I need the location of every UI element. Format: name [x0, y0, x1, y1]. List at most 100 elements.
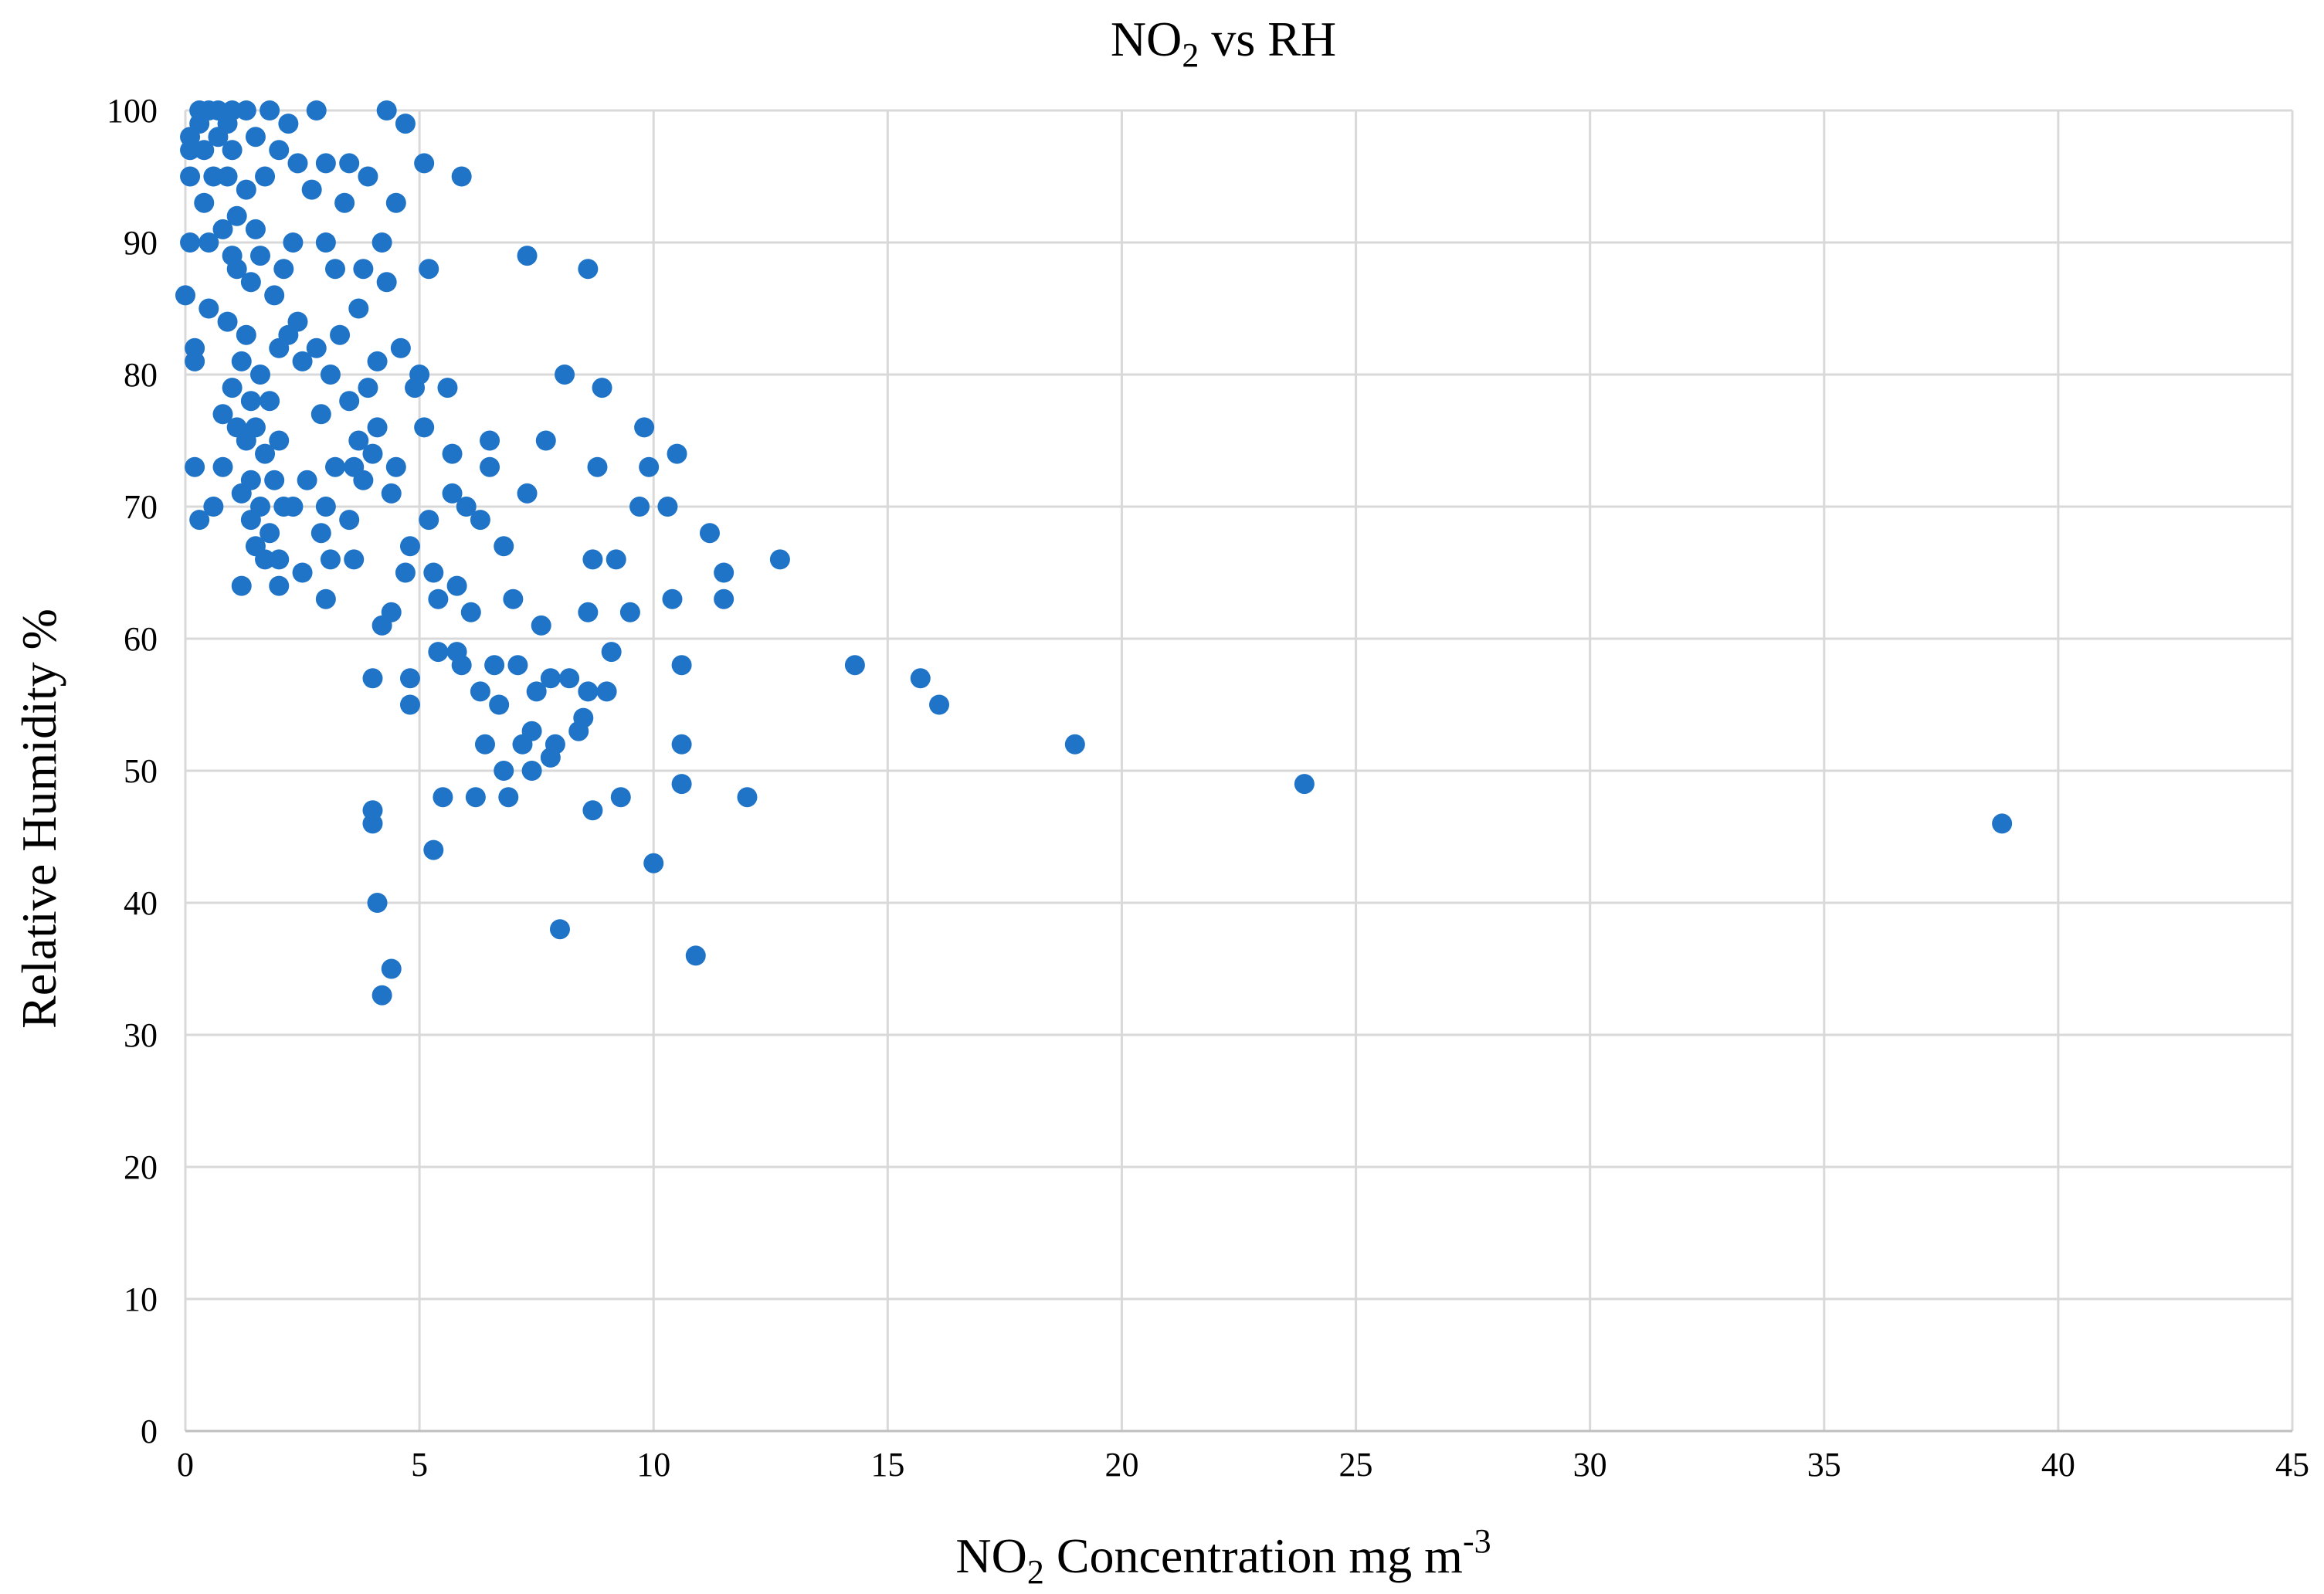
- x-tick-label-4: 20: [1104, 1446, 1138, 1484]
- data-point-135: [437, 378, 458, 398]
- data-point-152: [494, 761, 514, 781]
- data-point-102: [362, 813, 383, 834]
- data-point-130: [423, 839, 444, 860]
- data-point-206: [1992, 813, 2013, 834]
- data-point-182: [606, 549, 626, 570]
- data-point-29: [222, 140, 243, 161]
- x-tick-labels: 0 5 10 15 20 25 30 35 40 45: [177, 1446, 2309, 1484]
- y-tick-label-2: 20: [124, 1148, 158, 1186]
- data-point-42: [240, 391, 261, 412]
- y-tick-label-4: 40: [124, 884, 158, 922]
- data-point-10: [189, 510, 210, 531]
- y-tick-label-6: 60: [124, 620, 158, 658]
- data-point-97: [353, 470, 374, 490]
- data-point-96: [348, 298, 369, 319]
- data-point-41: [240, 470, 261, 490]
- y-tick-labels: 0 10 20 30 40 50 60 70 80 90 100: [107, 92, 158, 1450]
- data-point-189: [657, 497, 678, 517]
- data-point-59: [269, 575, 290, 596]
- data-point-204: [1064, 734, 1085, 755]
- data-point-37: [236, 324, 256, 345]
- x-tick-label-5: 25: [1339, 1446, 1373, 1484]
- y-tick-label-8: 80: [124, 356, 158, 394]
- data-point-52: [255, 443, 276, 464]
- data-point-87: [324, 259, 345, 280]
- data-point-197: [714, 562, 735, 583]
- data-point-76: [306, 337, 327, 358]
- data-point-93: [344, 549, 365, 570]
- data-point-26: [222, 378, 243, 398]
- data-point-115: [381, 483, 402, 504]
- data-point-142: [456, 497, 477, 517]
- data-point-205: [1294, 774, 1315, 795]
- data-point-31: [226, 259, 247, 280]
- data-point-158: [517, 483, 538, 504]
- data-point-118: [390, 337, 411, 358]
- data-point-113: [381, 958, 402, 979]
- data-point-126: [414, 153, 435, 174]
- x-tick-label-6: 30: [1573, 1446, 1607, 1484]
- data-point-70: [287, 311, 308, 332]
- data-point-45: [245, 417, 266, 438]
- data-point-77: [306, 100, 327, 120]
- data-point-125: [409, 365, 430, 385]
- data-point-164: [535, 430, 556, 451]
- data-point-161: [521, 721, 542, 741]
- data-point-153: [494, 536, 514, 557]
- x-tick-label-2: 10: [636, 1446, 670, 1484]
- data-point-111: [376, 272, 397, 293]
- data-point-127: [414, 417, 435, 438]
- data-point-160: [521, 761, 542, 781]
- data-point-6: [185, 351, 205, 371]
- data-point-54: [260, 523, 280, 544]
- data-point-149: [480, 430, 500, 451]
- x-tick-label-0: 0: [177, 1446, 194, 1484]
- data-point-196: [699, 523, 720, 544]
- data-point-25: [217, 166, 238, 187]
- data-point-82: [315, 232, 336, 253]
- data-point-83: [315, 153, 336, 174]
- data-point-47: [245, 127, 266, 148]
- data-point-79: [310, 404, 331, 425]
- data-point-73: [292, 351, 313, 371]
- data-point-63: [269, 140, 290, 161]
- data-point-0: [175, 285, 195, 306]
- data-point-28: [222, 100, 243, 120]
- data-point-168: [549, 919, 570, 940]
- data-point-58: [264, 285, 285, 306]
- data-point-107: [367, 351, 388, 371]
- data-point-175: [578, 259, 599, 280]
- data-point-15: [198, 232, 219, 253]
- data-point-140: [451, 655, 472, 676]
- data-point-2: [180, 166, 201, 187]
- data-point-173: [578, 681, 599, 702]
- data-point-123: [399, 536, 420, 557]
- data-point-190: [662, 588, 683, 609]
- data-point-108: [372, 985, 392, 1006]
- data-point-99: [358, 378, 378, 398]
- data-point-177: [582, 549, 603, 570]
- data-point-43: [240, 272, 261, 293]
- x-tick-label-7: 35: [1807, 1446, 1841, 1484]
- data-point-194: [671, 655, 692, 676]
- data-point-178: [587, 456, 608, 477]
- data-point-137: [442, 443, 463, 464]
- data-point-121: [399, 694, 420, 715]
- data-point-170: [559, 668, 580, 689]
- y-tick-label-0: 0: [141, 1413, 158, 1450]
- data-point-68: [283, 497, 304, 517]
- data-point-14: [198, 298, 219, 319]
- data-point-144: [465, 787, 486, 808]
- data-point-23: [217, 311, 238, 332]
- data-point-35: [231, 351, 252, 371]
- data-point-169: [555, 365, 575, 385]
- y-tick-label-10: 100: [107, 92, 158, 130]
- data-point-103: [362, 668, 383, 689]
- data-point-147: [474, 734, 495, 755]
- data-point-129: [419, 259, 439, 280]
- data-point-16: [203, 497, 224, 517]
- data-point-193: [671, 734, 692, 755]
- data-point-162: [526, 681, 547, 702]
- data-point-134: [433, 787, 453, 808]
- data-point-114: [381, 602, 402, 622]
